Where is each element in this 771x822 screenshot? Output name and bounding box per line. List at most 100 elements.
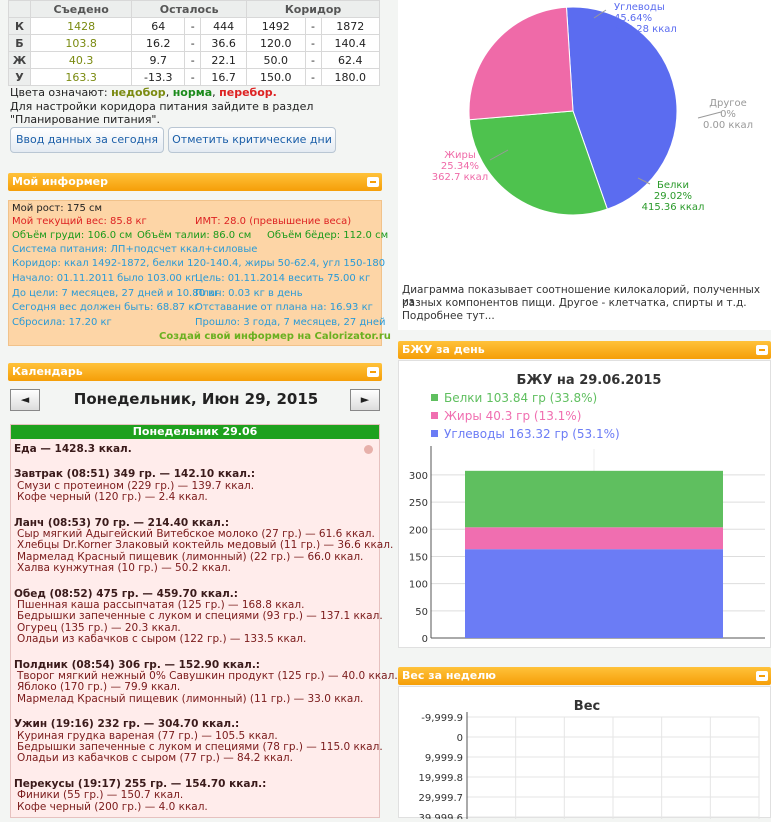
week-panel-header: Вес за неделю bbox=[398, 667, 771, 685]
next-arrow-icon: ► bbox=[360, 393, 370, 406]
cell-rem_from: 9.7 bbox=[131, 51, 186, 69]
y-tick-label: 150 bbox=[409, 552, 428, 563]
prev-day-button[interactable]: ◄ bbox=[10, 389, 40, 411]
cell-rem_from: 64 bbox=[131, 17, 186, 35]
cell-dash: - bbox=[304, 17, 322, 35]
food-item: Кофе черный (120 гр.) — 2.4 ккал. bbox=[17, 491, 208, 504]
food-item: Яблоко (170 гр.) — 79.9 ккал. bbox=[17, 681, 181, 694]
meal-header: Полдник (08:54) 306 гр. — 152.90 ккал.: bbox=[14, 658, 261, 671]
pie-label: 0% bbox=[720, 109, 736, 120]
y-tick-label: 39,999.6 bbox=[418, 813, 463, 819]
pie-label-connector bbox=[593, 9, 607, 19]
y-tick-label: 300 bbox=[409, 471, 428, 482]
next-day-button[interactable]: ► bbox=[350, 389, 380, 411]
cell-rem_to: 22.1 bbox=[200, 51, 248, 69]
informer-bmi: ИМТ: 28.0 (превышение веса) bbox=[195, 216, 352, 227]
food-item: Сыр мягкий Адыгейский Витебское молоко (… bbox=[17, 528, 375, 540]
week-chart-box: Вес -9,999.9 0 9,999.9 19,999.8 29,999.7 39,99… bbox=[398, 686, 771, 822]
cell-cor_from: 150.0 bbox=[246, 68, 306, 86]
y-tick-label: 50 bbox=[415, 607, 428, 618]
informer-height: Мой рост: 175 см bbox=[12, 203, 103, 214]
y-tick-label: 250 bbox=[409, 498, 428, 509]
informer-weight: Мой текущий вес: 85.8 кг bbox=[12, 216, 147, 227]
informer-create-link[interactable]: Создай свой информер на Calorizator.ru bbox=[159, 331, 391, 342]
meal-header: Завтрак (08:51) 349 гр. — 142.10 ккал.: bbox=[14, 468, 256, 481]
informer-plan: План: 0.03 кг в день bbox=[195, 288, 303, 299]
legend-entry: Белки 103.84 гр (33.8%) bbox=[444, 391, 597, 405]
pie-slice bbox=[565, 6, 678, 210]
cell-name: Б bbox=[8, 34, 31, 52]
informer-waist: Объём талии: 86.0 см bbox=[137, 230, 252, 241]
bju-panel-title: БЖУ за день bbox=[402, 343, 485, 356]
table-row: Ж 40.3 9.7-22.1 50.0-62.4 bbox=[8, 51, 381, 69]
cell-name: К bbox=[8, 17, 31, 35]
pie-slice bbox=[468, 110, 609, 216]
day-header: Понедельник 29.06 bbox=[11, 425, 379, 439]
table-header-corridor: Коридор bbox=[246, 0, 380, 18]
food-item: Творог мягкий нежный 0% Савушкин продукт… bbox=[17, 670, 398, 682]
cell-eaten: 1428 bbox=[29, 17, 133, 35]
minimize-icon[interactable] bbox=[756, 671, 768, 681]
legend-swatch bbox=[431, 394, 438, 401]
nutrient-table: Съедено Осталось Коридор К 1428 64-444 1492… bbox=[8, 0, 381, 86]
food-item: Халва кунжутная (10 гр.) — 50.2 ккал. bbox=[17, 562, 231, 575]
pie-label: 415.36 ккал bbox=[642, 202, 705, 213]
y-tick-label: 9,999.9 bbox=[425, 753, 463, 764]
legend-entry: Жиры 40.3 гр (13.1%) bbox=[444, 409, 581, 423]
food-item: Оладьи из кабачков с сыром (122 гр.) — 1… bbox=[17, 633, 307, 646]
minimize-icon[interactable] bbox=[367, 367, 379, 377]
pie-more-link[interactable]: Подробнее тут... bbox=[402, 310, 495, 322]
pie-label: 25.34% bbox=[441, 161, 479, 172]
cell-cor_from: 120.0 bbox=[246, 34, 306, 52]
pie-note-line1: Диаграмма показывает соотношение килокал… bbox=[402, 284, 761, 308]
y-tick-label: -9,999.9 bbox=[421, 713, 463, 724]
pie-label-connector bbox=[489, 149, 509, 161]
y-tick-label: 200 bbox=[409, 525, 428, 536]
y-tick-label: 29,999.7 bbox=[418, 793, 463, 804]
cell-name: Ж bbox=[8, 51, 31, 69]
informer-lost: Сбросила: 17.20 кг bbox=[12, 317, 112, 328]
legend-swatch bbox=[431, 430, 438, 437]
cell-cor_to: 180.0 bbox=[320, 68, 381, 86]
food-item: Пшенная каша рассыпчатая (125 гр.) — 168… bbox=[17, 599, 305, 611]
cell-cor_to: 140.4 bbox=[320, 34, 381, 52]
cell-dash: - bbox=[184, 17, 202, 35]
y-tick-label: 19,999.8 bbox=[418, 773, 463, 784]
minimize-icon[interactable] bbox=[756, 345, 768, 355]
color-legend: Цвета означают: недобор, норма, перебор. bbox=[10, 86, 277, 99]
cell-name: У bbox=[8, 68, 31, 86]
cell-eaten: 163.3 bbox=[29, 68, 133, 86]
cell-cor_to: 62.4 bbox=[320, 51, 381, 69]
y-tick-label: 0 bbox=[457, 733, 463, 744]
informer-start: Начало: 01.11.2011 было 103.00 кг bbox=[12, 273, 197, 284]
edit-icon[interactable] bbox=[364, 445, 373, 454]
minimize-icon[interactable] bbox=[367, 177, 379, 187]
food-item: Кофе черный (200 гр.) — 4.0 ккал. bbox=[17, 800, 208, 813]
informer-behind: Отставание от плана на: 16.93 кг bbox=[195, 302, 373, 313]
informer-panel-header: Мой информер bbox=[8, 173, 382, 191]
meal-header: Еда — 1428.3 ккал. bbox=[14, 443, 132, 455]
meal-header: Перекусы (19:17) 255 гр. — 154.70 ккал.: bbox=[14, 777, 267, 790]
critical-days-button[interactable]: Отметить критические дни bbox=[168, 127, 336, 153]
table-header-empty bbox=[8, 0, 31, 18]
pie-slice bbox=[468, 6, 574, 121]
pie-label: 653.28 ккал bbox=[614, 24, 677, 35]
bju-panel-header: БЖУ за день bbox=[398, 341, 771, 359]
calendar-panel-header: Календарь bbox=[8, 363, 382, 381]
y-tick-label: 100 bbox=[409, 580, 428, 591]
planning-note-2: "Планирование питания". bbox=[10, 113, 160, 126]
day-log: Понедельник 29.06 Еда — 1428.3 ккал. Завт… bbox=[10, 424, 398, 818]
planning-note-1: Для настройки коридора питания зайдите в… bbox=[10, 100, 314, 113]
meal-header: Ланч (08:53) 70 гр. — 214.40 ккал.: bbox=[14, 516, 230, 529]
informer-should: Сегодня вес должен быть: 68.87 кг bbox=[12, 302, 200, 313]
cell-eaten: 103.8 bbox=[29, 34, 133, 52]
cell-rem_from: -13.3 bbox=[131, 68, 186, 86]
week-panel-title: Вес за неделю bbox=[402, 669, 496, 682]
meal-header: Обед (08:52) 475 гр. — 459.70 ккал.: bbox=[14, 587, 238, 600]
cell-rem_to: 444 bbox=[200, 17, 248, 35]
cell-dash: - bbox=[304, 34, 322, 52]
cell-dash: - bbox=[184, 34, 202, 52]
table-row: К 1428 64-444 1492-1872 bbox=[8, 17, 381, 35]
enter-data-button[interactable]: Ввод данных за сегодня bbox=[10, 127, 164, 153]
